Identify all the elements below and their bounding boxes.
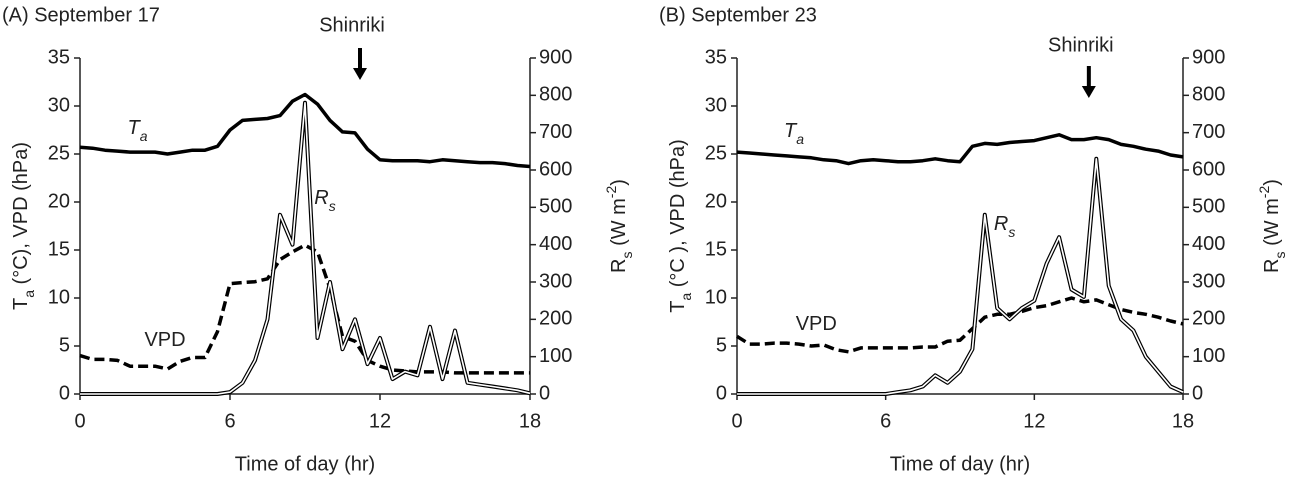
y-tick-label: 10 xyxy=(705,286,727,308)
x-axis-label: Time of day (hr) xyxy=(890,453,1030,475)
y-tick-label: 0 xyxy=(716,382,727,404)
annotation: Shinriki xyxy=(1048,34,1114,56)
y2-tick-label: 600 xyxy=(539,158,572,180)
x-tick-label: 12 xyxy=(1023,410,1045,432)
annotation-arrowhead xyxy=(353,68,367,80)
y-tick-label: 30 xyxy=(705,94,727,116)
text-part: ) xyxy=(608,179,630,186)
y2-tick-label: 700 xyxy=(1192,121,1225,143)
series-label: Rs xyxy=(314,187,335,213)
subscript: a xyxy=(21,290,37,298)
text-part: R xyxy=(1261,258,1283,272)
series-label: Ta xyxy=(127,117,147,143)
series-line xyxy=(736,296,1184,354)
y2-tick-label: 300 xyxy=(1192,270,1225,292)
y-tick-label: 0 xyxy=(59,382,70,404)
superscript: -2 xyxy=(603,186,619,199)
subscript: a xyxy=(796,131,804,147)
y-tick-label: 30 xyxy=(48,94,70,116)
y-tick-label: 15 xyxy=(48,238,70,260)
y2-tick-label: 500 xyxy=(539,196,572,218)
panel-title: (B) September 23 xyxy=(659,4,817,26)
y2-tick-label: 0 xyxy=(539,382,550,404)
x-tick-label: 6 xyxy=(224,410,235,432)
y2-tick-label: 800 xyxy=(539,84,572,106)
y-tick-label: 20 xyxy=(48,190,70,212)
text-part: VPD xyxy=(796,313,837,335)
y2-tick-label: 700 xyxy=(539,121,572,143)
x-tick-label: 6 xyxy=(880,410,891,432)
series-label: Rs xyxy=(994,213,1015,239)
series-label: Ta xyxy=(784,120,804,146)
y-tick-label: 25 xyxy=(48,142,70,164)
subscript: s xyxy=(619,251,635,258)
annotation: Shinriki xyxy=(319,14,385,36)
y2-axis-label: Rs (W m-2) xyxy=(1256,179,1288,273)
superscript: -2 xyxy=(1256,186,1272,199)
y-tick-label: 20 xyxy=(705,190,727,212)
y2-tick-label: 200 xyxy=(1192,308,1225,330)
series-label: VPD xyxy=(796,313,837,335)
y2-tick-label: 600 xyxy=(1192,158,1225,180)
subscript: a xyxy=(140,128,148,144)
text-part: T xyxy=(784,120,798,142)
y-tick-label: 5 xyxy=(716,334,727,356)
annotation-arrowhead xyxy=(1081,86,1096,98)
text-part: T xyxy=(127,117,141,139)
series-line-inner xyxy=(80,102,531,395)
text-part: R xyxy=(994,213,1008,235)
subscript: s xyxy=(1008,224,1015,240)
y2-tick-label: 900 xyxy=(1192,46,1225,68)
x-tick-label: 18 xyxy=(1172,410,1194,432)
y2-tick-label: 400 xyxy=(1192,233,1225,255)
text-part: ) xyxy=(1261,179,1283,186)
y2-tick-label: 0 xyxy=(1192,382,1203,404)
text-part: T xyxy=(10,298,32,310)
x-tick-label: 18 xyxy=(519,410,541,432)
y-tick-label: 5 xyxy=(59,334,70,356)
y2-tick-label: 400 xyxy=(539,233,572,255)
subscript: s xyxy=(1272,251,1288,258)
text-part: R xyxy=(314,187,328,209)
y-axis-label: Ta (°C), VPD (hPa) xyxy=(10,142,36,310)
x-tick-label: 12 xyxy=(369,410,391,432)
text-part: (°C ), VPD (hPa) xyxy=(667,139,689,293)
y2-tick-label: 100 xyxy=(539,345,572,367)
y-tick-label: 35 xyxy=(705,46,727,68)
x-axis-label: Time of day (hr) xyxy=(235,453,375,475)
text-part: (W m xyxy=(1261,198,1283,251)
y2-tick-label: 800 xyxy=(1192,84,1225,106)
text-part: VPD xyxy=(144,329,185,351)
panel-title: (A) September 17 xyxy=(2,4,160,26)
x-tick-label: 0 xyxy=(731,410,742,432)
y-axis-label: Ta (°C ), VPD (hPa) xyxy=(667,139,693,313)
series-label: VPD xyxy=(144,329,185,351)
y-tick-label: 10 xyxy=(48,286,70,308)
y2-axis-label: Rs (W m-2) xyxy=(603,179,635,273)
text-part: R xyxy=(608,258,630,272)
y2-tick-label: 100 xyxy=(1192,345,1225,367)
y2-tick-label: 500 xyxy=(1192,196,1225,218)
series-line-inner xyxy=(737,158,1184,395)
series-line xyxy=(737,156,1184,396)
text-part: (°C), VPD (hPa) xyxy=(10,142,32,290)
y2-tick-label: 200 xyxy=(539,308,572,330)
y2-tick-label: 300 xyxy=(539,270,572,292)
y-tick-label: 25 xyxy=(705,142,727,164)
subscript: a xyxy=(678,293,694,301)
y-tick-label: 35 xyxy=(48,46,70,68)
subscript: s xyxy=(329,198,336,214)
series-line xyxy=(79,243,530,375)
x-tick-label: 0 xyxy=(74,410,85,432)
y2-tick-label: 900 xyxy=(539,46,572,68)
y-tick-label: 15 xyxy=(705,238,727,260)
text-part: T xyxy=(667,301,689,313)
series-line xyxy=(79,92,531,169)
text-part: (W m xyxy=(608,198,630,251)
series-line xyxy=(736,133,1184,166)
